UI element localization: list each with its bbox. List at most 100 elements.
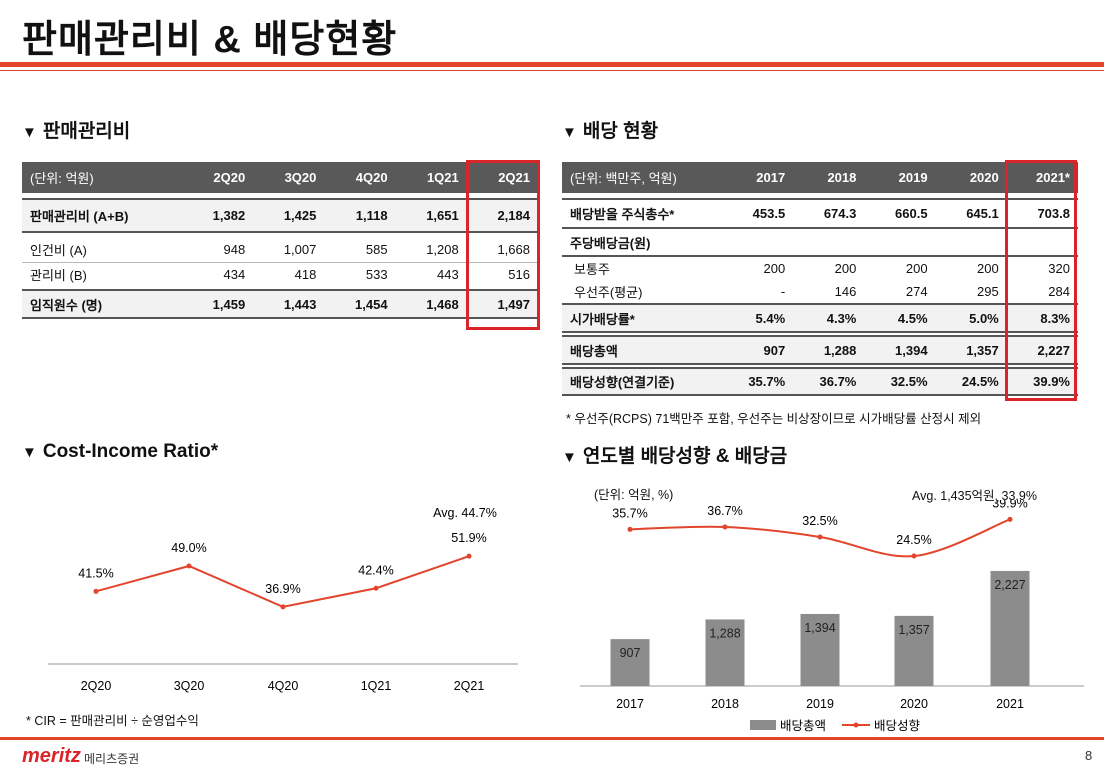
dividend-col: 2020	[935, 162, 1007, 193]
payout-bar	[705, 619, 745, 686]
cir-point	[466, 553, 472, 559]
dividend-col: 2019	[864, 162, 936, 193]
row-label: 관리비 (B)	[30, 267, 87, 283]
table-row: 배당성향(연결기준) 35.7% 36.7% 32.5% 24.5% 39.9%	[562, 367, 1078, 396]
cir-tick-label: 3Q20	[174, 679, 205, 693]
cell: 35.7%	[722, 367, 794, 396]
cell: 1,454	[324, 289, 396, 319]
cell: 533	[365, 266, 388, 282]
brand-logo-sub: 메리츠증권	[84, 752, 140, 766]
dividend-col: 2017	[722, 162, 794, 193]
payout-avg-label: Avg. 1,435억원, 33.9%	[912, 489, 1037, 503]
cir-point	[280, 604, 286, 610]
table-row: 인건비 (A) 948 1,007 585 1,208 1,668	[22, 238, 538, 263]
cell: 200	[935, 255, 1007, 280]
cell: 320	[1006, 255, 1078, 280]
cell: 1,208	[395, 238, 467, 263]
payout-bar-label: 907	[620, 646, 641, 660]
cir-chart: Avg. 44.7% 41.5% 2Q20 49.0% 3Q20 36.9% 4Q20 42…	[48, 506, 518, 693]
payout-line-label: 24.5%	[896, 533, 931, 547]
payout-section-label: 연도별 배당성향 & 배당금	[582, 446, 788, 467]
cir-note: * CIR = 판매관리비 ÷ 순영업수익	[26, 714, 199, 728]
table-row: 시가배당률* 5.4% 4.3% 4.5% 5.0% 8.3%	[562, 303, 1078, 333]
page-number: 8	[1085, 748, 1093, 763]
cell: 200	[793, 255, 865, 280]
cell: 453.5	[722, 198, 794, 228]
payout-bar	[610, 639, 650, 686]
sga-col: 1Q21	[395, 162, 467, 193]
cir-data-label: 41.5%	[78, 566, 113, 580]
cell: 1,497	[466, 289, 538, 319]
triangle-down-icon: ▼	[562, 124, 577, 141]
page-title: 판매관리비 & 배당현황	[22, 19, 398, 61]
payout-line-label: 35.7%	[612, 506, 647, 520]
cell: 2,227	[1006, 335, 1078, 365]
cell: 516	[508, 266, 530, 282]
payout-bar	[990, 570, 1030, 686]
cell: 4.3%	[793, 303, 865, 333]
cell: 1,443	[253, 289, 325, 319]
cir-data-label: 36.9%	[265, 582, 300, 596]
cell: 443	[437, 266, 459, 282]
payout-bar-label: 1,288	[709, 626, 740, 640]
payout-point	[911, 553, 917, 559]
dividend-unit: (단위: 백만주, 억원)	[562, 162, 722, 193]
cell: 4.5%	[864, 303, 936, 333]
payout-point	[817, 534, 823, 540]
payout-tick-label: 2021	[996, 697, 1024, 711]
cell: 39.9%	[1006, 367, 1078, 396]
payout-point	[1007, 516, 1013, 522]
sga-unit: (단위: 억원)	[22, 162, 182, 193]
cell: 24.5%	[935, 367, 1007, 396]
row-label: 배당받을 주식총수*	[562, 198, 722, 228]
cell: 1,394	[864, 335, 936, 365]
cir-data-label: 42.4%	[358, 563, 393, 577]
sga-col: 4Q20	[324, 162, 396, 193]
row-label: 배당총액	[562, 335, 722, 365]
legend-line-marker	[853, 722, 859, 728]
payout-line-label: 39.9%	[992, 500, 1027, 510]
dividend-note: * 우선주(RCPS) 71백만주 포함, 우선주는 비상장이므로 시가배당률 …	[566, 412, 982, 426]
payout-point	[627, 526, 633, 532]
cell: 1,651	[395, 198, 467, 233]
cell: 660.5	[864, 198, 936, 228]
cell: 274	[905, 284, 928, 299]
legend-bar-label: 배당총액	[780, 719, 826, 733]
cell: 948	[182, 238, 254, 263]
cell: 284	[1048, 284, 1070, 299]
cell: 1,288	[793, 335, 865, 365]
title-rule	[0, 62, 1104, 67]
table-row: 배당총액 907 1,288 1,394 1,357 2,227	[562, 335, 1078, 365]
cell: 36.7%	[793, 367, 865, 396]
dividend-section-title: ▼ 배당 현황	[562, 116, 658, 143]
payout-tick-label: 2019	[806, 697, 834, 711]
cell: 907	[722, 335, 794, 365]
row-label: 인건비 (A)	[22, 238, 182, 263]
cell: 1,007	[253, 238, 325, 263]
cell: 674.3	[793, 198, 865, 228]
cir-tick-label: 2Q21	[454, 679, 485, 693]
payout-tick-label: 2017	[616, 697, 644, 711]
payout-bar	[894, 615, 934, 686]
cell: 32.5%	[864, 367, 936, 396]
cell: 5.4%	[722, 303, 794, 333]
dividend-header-row: (단위: 백만주, 억원) 2017 2018 2019 2020 2021*	[562, 162, 1078, 193]
dividend-section-label: 배당 현황	[582, 121, 659, 142]
cell: -	[780, 284, 786, 299]
dividend-table: (단위: 백만주, 억원) 2017 2018 2019 2020 2021* …	[562, 162, 1078, 396]
cir-tick-label: 4Q20	[268, 679, 299, 693]
cir-section-label: Cost-Income Ratio*	[42, 441, 219, 462]
payout-unit: (단위: 억원, %)	[594, 488, 674, 502]
payout-line-label: 36.7%	[707, 504, 742, 518]
table-row: 판매관리비 (A+B) 1,382 1,425 1,118 1,651 2,18…	[22, 198, 538, 233]
cell: 703.8	[1006, 198, 1078, 228]
sga-col: 2Q20	[182, 162, 254, 193]
cell: 1,468	[395, 289, 467, 319]
cell: 295	[977, 284, 999, 299]
cir-avg-label: Avg. 44.7%	[433, 506, 497, 520]
row-label: 시가배당률*	[562, 303, 722, 333]
payout-bar-label: 2,227	[994, 578, 1025, 592]
triangle-down-icon: ▼	[22, 124, 37, 141]
legend-bar-swatch	[750, 720, 776, 730]
cell: 1,357	[935, 335, 1007, 365]
